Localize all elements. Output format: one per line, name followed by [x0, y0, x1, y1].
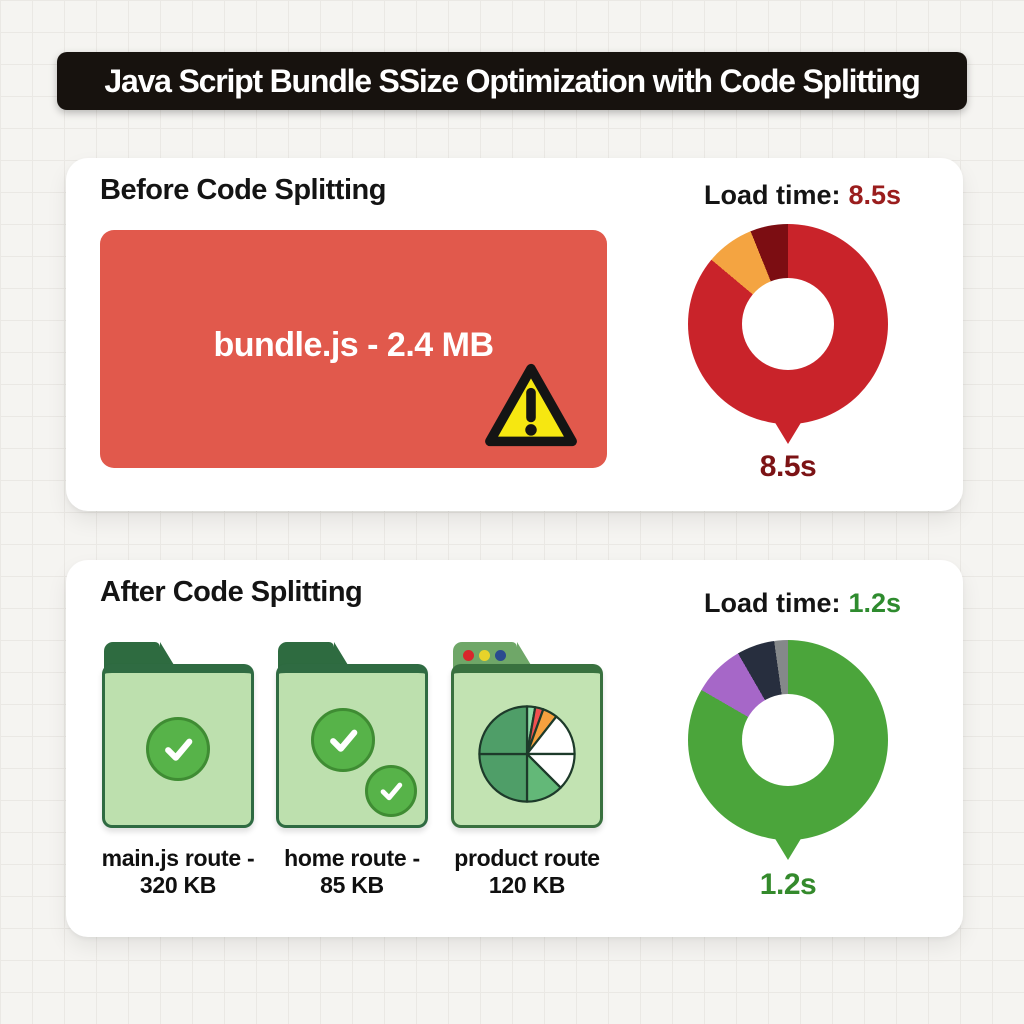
load-time-label: Load time:	[704, 588, 841, 618]
load-time-label: Load time:	[704, 180, 841, 210]
before-load-time: Load time: 8.5s	[704, 180, 901, 211]
folder-body	[451, 664, 603, 828]
browser-dot-blue-icon	[495, 650, 506, 661]
bundle-size-label: bundle.js - 2.4 MB	[213, 326, 494, 364]
route-name: home route -	[284, 845, 420, 871]
after-donut-caption: 1.2s	[759, 868, 817, 901]
label-mainjs-route: main.js route - 320 KB	[92, 845, 264, 899]
load-time-value: 1.2s	[848, 588, 902, 618]
after-code-splitting-card: After Code Splitting	[66, 560, 963, 937]
browser-dot-red-icon	[463, 650, 474, 661]
route-size: 85 KB	[320, 872, 384, 898]
donut-hole	[742, 278, 834, 370]
route-name: product route	[454, 845, 600, 871]
after-load-time: Load time: 1.2s	[704, 588, 901, 619]
check-circle-icon	[365, 765, 417, 817]
route-name: main.js route -	[101, 845, 255, 871]
page-title: Java Script Bundle SSize Optimization wi…	[104, 62, 920, 99]
donut-pointer-tail	[771, 832, 805, 860]
bundle-box: bundle.js - 2.4 MB	[100, 230, 607, 468]
folder-body	[276, 664, 428, 828]
folder-mainjs	[102, 642, 254, 830]
folder-home	[276, 642, 428, 830]
folder-product-browser	[451, 642, 603, 830]
donut-ring	[688, 224, 888, 424]
donut-ring	[688, 640, 888, 840]
before-donut-chart: 8.5s	[688, 224, 888, 483]
route-pie-chart	[464, 686, 590, 812]
after-donut-chart: 1.2s	[688, 640, 888, 901]
before-heading: Before Code Splitting	[100, 174, 386, 206]
before-donut-caption: 8.5s	[759, 450, 817, 483]
donut-hole	[742, 694, 834, 786]
label-home-route: home route - 85 KB	[266, 845, 438, 899]
label-product-route: product route 120 KB	[441, 845, 613, 899]
route-size: 320 KB	[139, 872, 217, 898]
donut-pointer-tail	[771, 416, 805, 444]
browser-dot-yellow-icon	[479, 650, 490, 661]
after-heading: After Code Splitting	[100, 576, 363, 608]
title-banner: Java Script Bundle SSize Optimization wi…	[57, 52, 967, 110]
route-size: 120 KB	[488, 872, 566, 898]
before-code-splitting-card: Before Code Splitting bundle.js - 2.4 MB…	[66, 158, 963, 511]
check-circle-icon	[311, 707, 376, 772]
warning-triangle-icon	[483, 362, 579, 450]
check-circle-icon	[146, 717, 210, 781]
load-time-value: 8.5s	[848, 180, 902, 210]
folder-body	[102, 664, 254, 828]
